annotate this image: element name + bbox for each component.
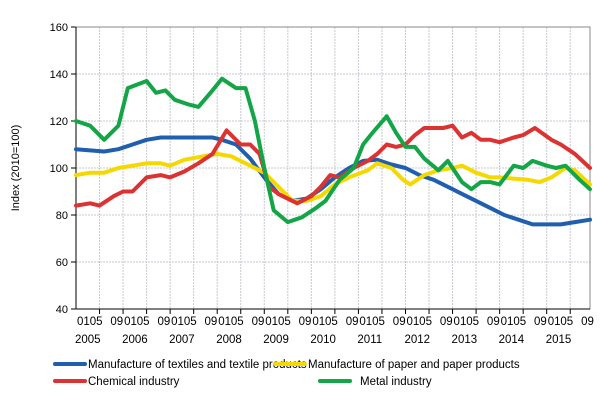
x-year-label: 2015 [546,334,572,346]
x-month-label: 05 [466,316,479,328]
x-month-label: 09 [205,316,218,328]
x-month-label: 09 [581,316,594,328]
x-year-label: 2011 [357,334,382,346]
y-tick-label: 140 [50,69,68,81]
x-year-label: 2010 [310,334,336,346]
x-month-label: 09 [346,316,359,328]
legend-label: Manufacture of paper and paper products [308,359,520,371]
x-month-label: 05 [90,316,103,328]
x-year-label: 2005 [75,334,101,346]
x-year-label: 2006 [122,334,148,346]
x-month-label: 01 [265,316,278,328]
legend: Manufacture of textiles and textile prod… [53,359,520,388]
x-month-label: 01 [124,316,137,328]
y-tick-label: 60 [56,257,68,269]
x-month-label: 05 [278,316,291,328]
x-month-label: 09 [534,316,547,328]
series-line-metal-industry [74,76,592,225]
x-month-label: 05 [372,316,385,328]
x-year-label: 2007 [169,334,195,346]
legend-label: Chemical industry [88,376,180,388]
x-year-label: 2012 [404,334,430,346]
legend-label: Manufacture of textiles and textile prod… [88,359,307,371]
x-month-label: 05 [560,316,573,328]
x-month-label: 09 [110,316,123,328]
x-month-label: 05 [419,316,432,328]
series-line-manufacture-of-textiles-and-textile-products [74,135,592,227]
series-lines [74,76,592,227]
x-month-label: 09 [299,316,312,328]
y-tick-label: 160 [50,22,68,34]
y-tick-label: 120 [50,116,68,128]
x-month-label: 05 [184,316,197,328]
x-month-label: 01 [501,316,514,328]
x-month-label: 01 [77,316,90,328]
series-line-manufacture-of-paper-and-paper-products [74,151,592,203]
x-month-label: 05 [137,316,150,328]
y-tick-label: 100 [50,163,68,175]
x-month-label: 01 [359,316,372,328]
x-month-label: 01 [171,316,184,328]
x-year-label: 2008 [216,334,242,346]
x-year-label: 2013 [452,334,478,346]
x-month-label: 05 [231,316,244,328]
x-month-label: 09 [487,316,500,328]
x-month-label: 09 [393,316,406,328]
x-month-label: 01 [312,316,325,328]
x-year-label: 2014 [499,334,525,346]
y-tick-label: 40 [56,304,68,316]
x-month-label: 05 [325,316,338,328]
x-month-label: 09 [252,316,265,328]
legend-label: Metal industry [360,376,432,388]
x-month-label: 01 [406,316,419,328]
y-tick-label: 80 [56,210,68,222]
x-month-label: 01 [218,316,231,328]
x-month-label: 01 [548,316,561,328]
x-month-label: 09 [440,316,453,328]
x-month-label: 05 [513,316,526,328]
y-axis-label: Index (2010=100) [10,125,22,212]
x-month-label: 09 [157,316,170,328]
x-year-label: 2009 [263,334,289,346]
x-month-label: 01 [454,316,467,328]
